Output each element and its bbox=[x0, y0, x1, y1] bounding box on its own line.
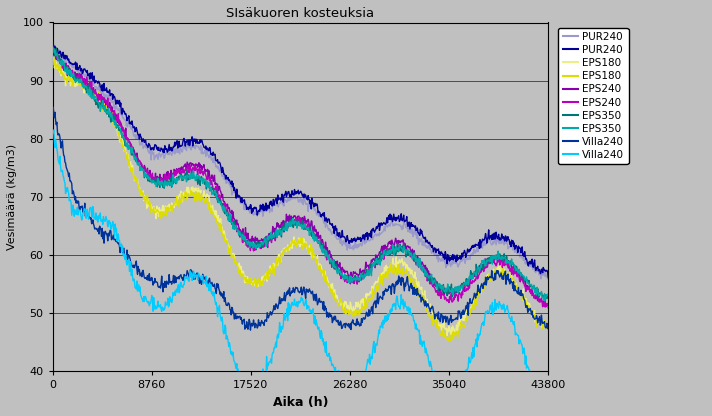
X-axis label: Aika (h): Aika (h) bbox=[273, 396, 328, 409]
Title: SIsäkuoren kosteuksia: SIsäkuoren kosteuksia bbox=[226, 7, 375, 20]
Legend: PUR240, PUR240, EPS180, EPS180, EPS240, EPS240, EPS350, EPS350, Villa240, Villa2: PUR240, PUR240, EPS180, EPS180, EPS240, … bbox=[558, 28, 629, 164]
Y-axis label: Vesimäärä (kg/m3): Vesimäärä (kg/m3) bbox=[7, 144, 17, 250]
